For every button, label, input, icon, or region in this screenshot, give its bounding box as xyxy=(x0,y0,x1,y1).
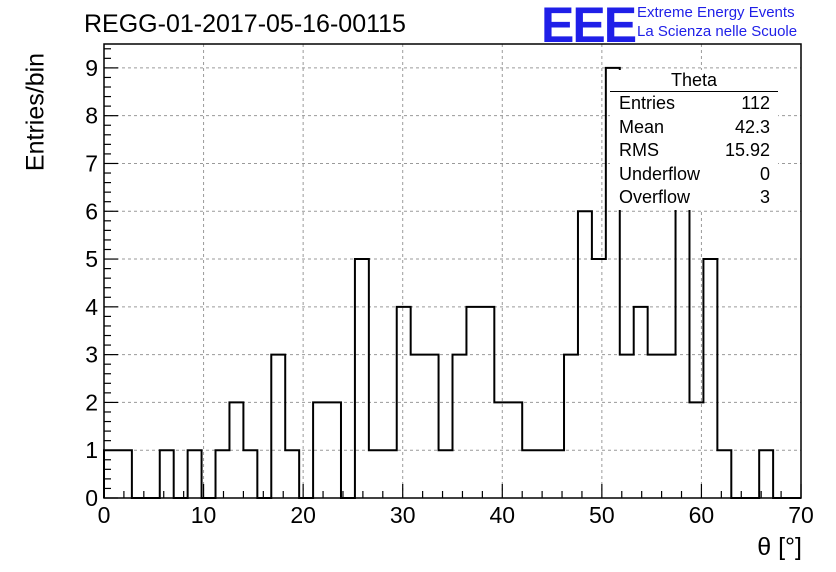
axes xyxy=(103,43,802,499)
histogram-bin xyxy=(369,450,383,498)
logo-line-1: Extreme Energy Events xyxy=(637,4,795,21)
stats-row-entries: Entries 112 xyxy=(610,92,778,116)
stats-value: 0 xyxy=(759,163,770,184)
stats-value: 15.92 xyxy=(724,140,770,160)
y-tick-label: 5 xyxy=(85,246,98,272)
histogram-bin xyxy=(355,259,369,498)
histogram-bin xyxy=(118,450,132,498)
stats-box: Theta Entries 112 Mean 42.3 RMS 15.92 Underflo… xyxy=(610,70,778,210)
y-tick-label: 1 xyxy=(85,437,98,463)
y-tick-label: 8 xyxy=(85,103,98,129)
histogram-bin xyxy=(759,450,773,498)
histogram-bin xyxy=(522,450,536,498)
y-tick-label: 3 xyxy=(85,342,98,368)
histogram-bin xyxy=(550,450,564,498)
histogram-bin xyxy=(271,355,285,498)
y-tick-label: 0 xyxy=(85,485,98,511)
histogram-bin xyxy=(703,259,717,498)
histogram-bin xyxy=(717,450,731,498)
y-tick-label: 6 xyxy=(85,198,98,224)
histogram-bin xyxy=(188,450,202,498)
x-tick-label: 50 xyxy=(589,502,615,528)
x-tick-label: 60 xyxy=(689,502,715,528)
x-axis-label: θ [°] xyxy=(757,533,802,561)
stats-label: Mean xyxy=(619,116,665,137)
histogram-bin xyxy=(216,450,230,498)
histogram-bin xyxy=(104,450,118,498)
plot-frame xyxy=(103,43,802,499)
histogram-bin xyxy=(662,355,676,498)
histogram-bin xyxy=(564,355,578,498)
histogram-bin xyxy=(648,355,662,498)
histogram-bin xyxy=(439,450,453,498)
histogram-bin xyxy=(676,163,690,498)
y-tick-label: 4 xyxy=(85,294,98,320)
y-axis-label: Entries/bin xyxy=(21,52,50,172)
histogram-bin xyxy=(285,450,299,498)
chart-title: REGG-01-2017-05-16-00115 xyxy=(84,10,406,38)
logo-line-2: La Scienza nelle Scuole xyxy=(637,23,798,40)
x-tick-label: 70 xyxy=(788,502,814,528)
stats-value: 3 xyxy=(759,187,770,207)
x-tick-label: 40 xyxy=(489,502,515,528)
stats-label: Underflow xyxy=(619,163,701,184)
stats-title: Theta xyxy=(610,70,778,92)
x-tick-label: 30 xyxy=(390,502,416,528)
histogram-bin xyxy=(411,355,425,498)
histogram-bin xyxy=(243,450,257,498)
histogram-bin xyxy=(592,259,606,498)
y-tick-label: 9 xyxy=(85,55,98,81)
histogram-bin xyxy=(160,450,174,498)
histogram-bin xyxy=(453,355,467,498)
stats-row-mean: Mean 42.3 xyxy=(610,116,778,140)
stats-rows: Entries 112 Mean 42.3 RMS 15.92 Underflow 0 Over… xyxy=(610,92,778,210)
x-tick-label: 0 xyxy=(98,502,111,528)
histogram-bin xyxy=(536,450,550,498)
x-tick-label: 10 xyxy=(191,502,217,528)
stats-label: Overflow xyxy=(619,187,691,207)
stats-value: 42.3 xyxy=(734,116,770,137)
stats-value: 112 xyxy=(741,93,770,113)
eee-logo: EEE xyxy=(541,0,637,53)
x-tick-label: 20 xyxy=(290,502,316,528)
y-tick-label: 7 xyxy=(85,150,98,176)
histogram-bin xyxy=(425,355,439,498)
stats-row-rms: RMS 15.92 xyxy=(610,139,778,163)
stats-label: Entries xyxy=(619,93,676,113)
logo-caption: Extreme Energy Events La Scienza nelle S… xyxy=(637,3,797,41)
stats-label: RMS xyxy=(619,140,659,160)
histogram-bin xyxy=(383,450,397,498)
y-tick-label: 2 xyxy=(85,389,98,415)
stats-row-overflow: Overflow 3 xyxy=(610,186,778,210)
stats-row-underflow: Underflow 0 xyxy=(610,163,778,187)
axis-ticks xyxy=(103,48,802,499)
histogram-bin xyxy=(620,355,634,498)
